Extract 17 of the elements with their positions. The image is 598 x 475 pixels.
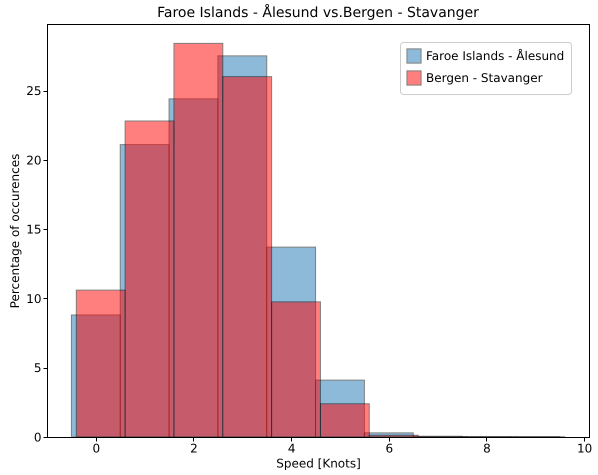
y-tick-label: 10: [26, 292, 42, 306]
y-tick-label: 5: [34, 361, 42, 376]
x-tick-label: 4: [288, 442, 296, 456]
x-tick-label: 6: [385, 442, 394, 456]
x-tick-label: 0: [92, 442, 100, 456]
x-axis-title: Speed [Knots]: [276, 456, 361, 470]
y-tick-label: 20: [26, 153, 42, 168]
y-tick-label: 25: [26, 84, 42, 98]
y-tick-label: 15: [26, 222, 42, 237]
x-tick-label: 10: [576, 442, 592, 456]
y-axis-title: Percentage of occurences: [8, 154, 22, 308]
chart-title: Faroe Islands - Ålesund vs.Bergen - Stavanger: [157, 4, 480, 21]
x-tick-label: 2: [190, 442, 198, 456]
y-tick-label: 0: [34, 430, 42, 444]
legend-label: Bergen - Stavanger: [426, 71, 543, 85]
legend-label: Faroe Islands - Ålesund: [426, 48, 564, 63]
x-tick-label: 8: [483, 442, 491, 456]
